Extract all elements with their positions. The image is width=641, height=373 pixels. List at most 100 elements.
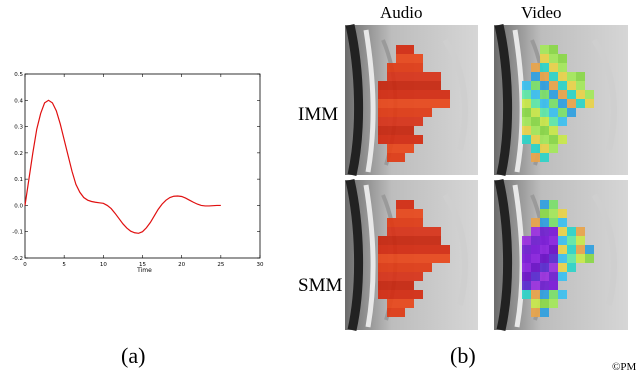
activation-voxel	[396, 227, 405, 236]
activation-voxel	[396, 144, 405, 153]
activation-voxel	[414, 54, 423, 63]
y-tick-label: 0.2	[14, 151, 23, 157]
activation-voxel	[423, 99, 432, 108]
activation-voxel	[405, 245, 414, 254]
activation-voxel	[378, 99, 387, 108]
activation-voxel	[396, 308, 405, 317]
activation-voxel	[540, 254, 549, 263]
activation-voxel	[567, 236, 576, 245]
activation-voxel	[405, 254, 414, 263]
activation-voxel	[396, 63, 405, 72]
activation-voxel	[405, 209, 414, 218]
activation-voxel	[396, 281, 405, 290]
corner-mark: ©PM	[612, 361, 637, 373]
activation-voxel	[531, 72, 540, 81]
activation-voxel	[558, 263, 567, 272]
activation-voxel	[378, 245, 387, 254]
activation-voxel	[576, 72, 585, 81]
activation-voxel	[558, 272, 567, 281]
activation-voxel	[396, 99, 405, 108]
activation-voxel	[522, 117, 531, 126]
activation-voxel	[522, 126, 531, 135]
activation-voxel	[567, 90, 576, 99]
activation-voxel	[549, 290, 558, 299]
activation-voxel	[540, 144, 549, 153]
activation-voxel	[414, 90, 423, 99]
activation-voxel	[549, 254, 558, 263]
activation-voxel	[567, 108, 576, 117]
activation-voxel	[378, 117, 387, 126]
activation-voxel	[585, 99, 594, 108]
activation-voxel	[576, 254, 585, 263]
activation-voxel	[387, 308, 396, 317]
x-tick-label: 30	[257, 262, 264, 268]
activation-voxel	[531, 236, 540, 245]
activation-voxel	[405, 99, 414, 108]
activation-voxel	[549, 81, 558, 90]
activation-voxel	[558, 99, 567, 108]
activation-voxel	[549, 281, 558, 290]
activation-voxel	[405, 54, 414, 63]
activation-voxel	[378, 108, 387, 117]
activation-voxel	[441, 254, 450, 263]
activation-voxel	[558, 72, 567, 81]
x-axis-label: Time	[136, 267, 152, 274]
activation-voxel	[414, 263, 423, 272]
activation-voxel	[567, 263, 576, 272]
activation-voxel	[387, 63, 396, 72]
activation-voxel	[558, 254, 567, 263]
activation-voxel	[405, 81, 414, 90]
activation-voxel	[549, 299, 558, 308]
activation-voxel	[540, 245, 549, 254]
activation-voxel	[387, 72, 396, 81]
activation-voxel	[378, 236, 387, 245]
activation-voxel	[531, 272, 540, 281]
activation-voxel	[423, 245, 432, 254]
activation-voxel	[540, 236, 549, 245]
y-tick-label: 0.1	[14, 177, 23, 183]
activation-voxel	[522, 236, 531, 245]
activation-voxel	[423, 236, 432, 245]
activation-voxel	[531, 263, 540, 272]
activation-voxel	[558, 54, 567, 63]
image-audio-smm	[345, 179, 478, 331]
activation-voxel	[522, 263, 531, 272]
activation-voxel	[396, 272, 405, 281]
activation-voxel	[387, 236, 396, 245]
activation-voxel	[414, 254, 423, 263]
activation-voxel	[405, 272, 414, 281]
panel-a: 0 5 10 15 20 25 30 -0.2 -0.1 0.0 0.1 0.2 0.3 0.4 0.5 Ti…	[0, 60, 280, 295]
activation-voxel	[414, 135, 423, 144]
activation-voxel	[549, 263, 558, 272]
activation-voxel	[396, 290, 405, 299]
y-tick-label: 0.5	[14, 72, 23, 78]
activation-voxel	[378, 272, 387, 281]
activation-voxel	[396, 54, 405, 63]
x-tick-label: 20	[178, 262, 185, 268]
x-tick-label: 10	[100, 262, 107, 268]
activation-voxel	[531, 281, 540, 290]
activation-voxel	[387, 144, 396, 153]
activation-voxel	[378, 290, 387, 299]
activation-voxel	[414, 63, 423, 72]
x-tick-label: 25	[217, 262, 224, 268]
activation-voxel	[414, 290, 423, 299]
activation-voxel	[549, 209, 558, 218]
activation-voxel	[414, 117, 423, 126]
activation-voxel	[414, 108, 423, 117]
image-audio-imm	[345, 24, 478, 176]
activation-voxel	[531, 153, 540, 162]
activation-voxel	[387, 135, 396, 144]
activation-voxel	[405, 200, 414, 209]
activation-voxel	[387, 108, 396, 117]
activation-voxel	[585, 254, 594, 263]
activation-voxel	[405, 236, 414, 245]
activation-voxel	[396, 81, 405, 90]
activation-voxel	[405, 281, 414, 290]
activation-voxel	[540, 281, 549, 290]
activation-voxel	[396, 209, 405, 218]
activation-voxel	[549, 72, 558, 81]
activation-voxel	[522, 281, 531, 290]
activation-voxel	[387, 126, 396, 135]
